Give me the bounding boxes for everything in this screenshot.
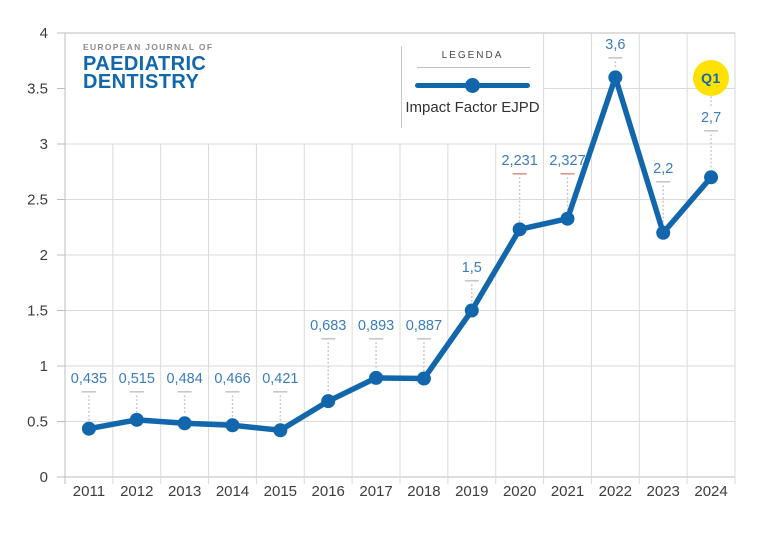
leader-dash: [656, 181, 671, 183]
x-tick-label: 2013: [168, 483, 201, 500]
series-line: [86, 74, 714, 434]
leader-dash: [129, 391, 144, 393]
value-label: 0,683: [310, 318, 346, 334]
data-point: [273, 423, 288, 438]
leader-dash: [177, 391, 192, 393]
legend: LEGENDA Impact Factor EJPD: [401, 46, 543, 128]
value-label: 0,515: [119, 371, 155, 387]
value-label: 0,887: [406, 318, 442, 334]
data-point: [464, 303, 479, 318]
journal-logo-title-line2: DENTISTRY: [83, 70, 200, 93]
value-label: 0,893: [358, 318, 394, 334]
value-label: 0,421: [262, 371, 298, 387]
x-tick-label: 2012: [120, 483, 153, 500]
y-tick-label: 2.5: [27, 192, 48, 209]
x-tick-label: 2020: [503, 483, 536, 500]
q1-badge: Q1: [693, 60, 729, 96]
leader-dash: [273, 391, 288, 393]
value-label: 2,231: [501, 153, 537, 169]
data-point: [416, 371, 431, 386]
value-label: 0,466: [214, 371, 250, 387]
value-label: 0,435: [71, 371, 107, 387]
journal-logo-title-line1: PAEDIATRIC: [83, 52, 207, 75]
journal-logo-eyebrow: EUROPEAN JOURNAL OF: [83, 42, 214, 52]
value-label: 1,5: [462, 260, 482, 276]
leader-dash: [704, 130, 719, 132]
leader-dash: [81, 391, 96, 393]
x-tick-label: 2016: [312, 483, 345, 500]
data-point: [560, 211, 575, 226]
legend-title: LEGENDA: [441, 50, 504, 61]
x-tick-label: 2024: [694, 483, 727, 500]
value-label: 2,7: [701, 110, 721, 126]
data-point: [225, 418, 240, 433]
data-point: [704, 170, 719, 185]
leader-dash: [464, 280, 479, 282]
y-tick-label: 1: [40, 358, 48, 375]
data-point: [656, 225, 671, 240]
value-label: 3,6: [605, 37, 625, 53]
x-tick-label: 2021: [551, 483, 584, 500]
leader-dash: [369, 338, 384, 340]
y-tick-label: 3.5: [27, 81, 48, 98]
y-tick-label: 0: [40, 469, 48, 486]
x-tick-label: 2015: [264, 483, 297, 500]
q1-badge-label: Q1: [701, 70, 721, 86]
leader-dash: [608, 57, 623, 59]
leader-dash: [225, 391, 240, 393]
data-point: [129, 412, 144, 427]
x-tick-label: 2011: [73, 483, 105, 500]
x-tick-label: 2023: [647, 483, 680, 500]
y-tick-label: 0.5: [27, 414, 48, 431]
y-tick-label: 2: [40, 247, 48, 264]
x-tick-label: 2019: [455, 483, 488, 500]
y-tick-label: 4: [40, 25, 48, 42]
data-point: [321, 394, 336, 409]
x-tick-label: 2022: [599, 483, 632, 500]
x-tick-label: 2014: [216, 483, 249, 500]
value-label: 2,327: [549, 153, 585, 169]
legend-divider: [417, 67, 530, 68]
legend-dot-icon: [465, 78, 480, 93]
y-tick-label: 1.5: [27, 303, 48, 320]
x-tick-label: 2018: [407, 483, 440, 500]
data-point: [81, 421, 96, 436]
y-tick-label: 3: [40, 136, 48, 153]
journal-logo: EUROPEAN JOURNAL OF PAEDIATRIC DENTISTRY: [83, 42, 214, 93]
legend-series-label: Impact Factor EJPD: [405, 99, 540, 116]
value-label: 0,484: [166, 371, 202, 387]
leader-dash: [512, 173, 527, 175]
data-point: [608, 70, 623, 85]
leader-dash: [416, 338, 431, 340]
x-tick-label: 2017: [359, 483, 392, 500]
value-label: 2,2: [653, 161, 673, 177]
leader-dash: [560, 173, 575, 175]
data-point: [512, 222, 527, 237]
legend-line-sample: [415, 78, 530, 93]
data-point: [369, 370, 384, 385]
leader-dash: [321, 338, 336, 340]
data-point: [177, 416, 192, 431]
